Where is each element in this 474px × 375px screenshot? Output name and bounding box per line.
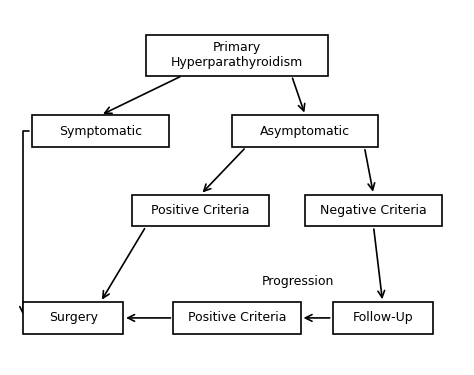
Text: Follow-Up: Follow-Up xyxy=(352,311,413,324)
Text: Negative Criteria: Negative Criteria xyxy=(320,204,427,217)
Text: Asymptomatic: Asymptomatic xyxy=(260,124,350,138)
FancyBboxPatch shape xyxy=(32,115,169,147)
FancyBboxPatch shape xyxy=(333,302,433,334)
FancyBboxPatch shape xyxy=(146,35,328,76)
Text: Primary
Hyperparathyroidism: Primary Hyperparathyroidism xyxy=(171,41,303,69)
FancyBboxPatch shape xyxy=(305,195,442,226)
FancyBboxPatch shape xyxy=(232,115,378,147)
FancyBboxPatch shape xyxy=(132,195,269,226)
Text: Surgery: Surgery xyxy=(49,311,98,324)
Text: Positive Criteria: Positive Criteria xyxy=(151,204,250,217)
Text: Positive Criteria: Positive Criteria xyxy=(188,311,286,324)
FancyBboxPatch shape xyxy=(23,302,123,334)
FancyBboxPatch shape xyxy=(173,302,301,334)
Text: Symptomatic: Symptomatic xyxy=(59,124,142,138)
Text: Progression: Progression xyxy=(262,275,335,288)
